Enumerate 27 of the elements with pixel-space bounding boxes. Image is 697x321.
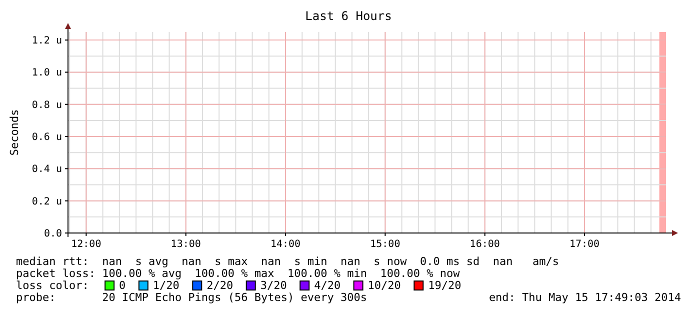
y-tick-label: 0.2 u [32,196,62,208]
text: end: Thu May 15 17:49:03 2014 [488,291,682,304]
legend-label: 4/20 [314,279,341,292]
legend-label: 2/20 [206,279,234,292]
x-tick-label: 13:00 [170,239,201,250]
x-tick-label: 17:00 [569,239,600,250]
text: median rtt: nan s avg nan s max nan s min nan s now 0.0 ms sd nan am/s [16,255,560,268]
legend-label: 1/20 [152,279,180,292]
y-tick-label: 0.4 u [32,164,62,176]
y-tick-label: 0.8 u [32,100,62,111]
legend-label: 0 [119,279,126,292]
y-tick-label: 1.0 u [32,68,62,79]
legend-label: 3/20 [260,279,287,292]
x-tick-label: 12:00 [71,239,102,250]
y-tick-label: 0.6 u [32,132,62,144]
text: packet loss: 100.00 % avg 100.00 % max 100.00 % min 100.00 % now [16,267,460,280]
legend-label: 10/20 [368,279,401,292]
x-tick-label: 16:00 [470,239,500,250]
x-tick-label: 14:00 [270,239,301,250]
legend-title: loss color: [16,279,89,292]
y-tick-label: 1.2 u [32,36,62,47]
y-axis-title: Seconds [8,109,21,156]
y-tick-label: 0.0 [44,228,62,240]
chart-title: Last 6 Hours [305,9,392,23]
legend-label: 19/20 [428,279,462,292]
x-tick-label: 15:00 [370,239,400,250]
text: probe: 20 ICMP Echo Pings (56 Bytes) every 300s [16,291,367,304]
